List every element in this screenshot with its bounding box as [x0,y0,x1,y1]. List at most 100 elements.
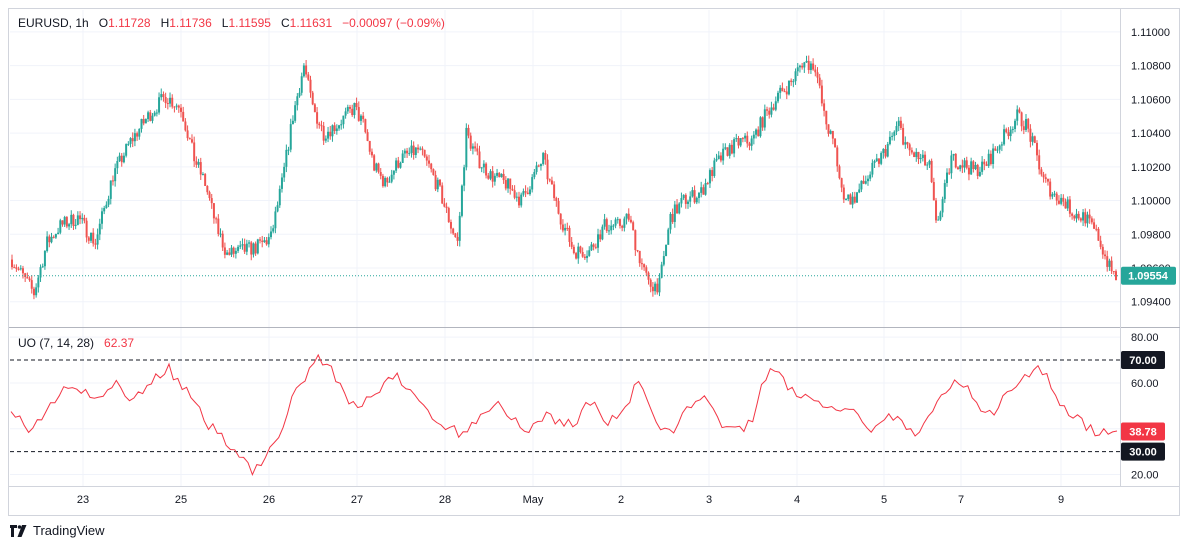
candle-body [65,217,68,227]
candle-body [153,112,156,116]
candle-body [182,111,185,122]
price-tick-label: 1.10200 [1131,162,1171,174]
candle-body [1046,179,1049,182]
candle-body [201,174,204,176]
candle-body [43,250,46,267]
candle-body [184,121,187,131]
candle-body [599,234,602,240]
candle-body [1115,271,1117,280]
chart-frame[interactable] [8,8,1180,516]
candle-body [190,139,193,143]
candle-body [452,228,455,234]
candle-body [757,129,760,137]
last-price-badge [1121,266,1176,285]
price-tick-label: 1.10400 [1131,128,1171,140]
candle-body [902,127,905,145]
candle-body [1073,215,1076,219]
candle-body [715,158,718,161]
candle-body [801,65,804,68]
interval[interactable]: 1h [75,16,89,30]
candle-body [820,85,823,104]
candle-body [719,155,722,161]
low-label: L [221,16,229,30]
candle-body [667,229,670,245]
candle-body [524,191,527,193]
candle-body [237,246,240,251]
candle-body [706,183,709,185]
candle-body [621,225,624,228]
candle-body [893,131,896,136]
candle-body [1005,129,1008,133]
candle-body [654,283,657,292]
candle-body [296,96,299,106]
candle-body [632,222,635,231]
candle-body [860,180,863,190]
indicator-value: 62.37 [104,336,135,350]
candle-body [864,181,867,184]
candle-body [50,236,53,243]
candle-body [967,167,970,175]
candle-body [346,106,349,112]
candle-body [302,65,305,77]
candle-body [471,146,474,149]
candle-body [305,65,308,75]
candle-body [1112,271,1115,273]
candle-body [965,160,968,168]
candle-body [395,160,398,171]
candle-body [656,283,659,293]
candle-body [129,138,132,144]
candle-body [752,134,755,139]
candle-body [739,138,742,146]
candle-body [193,142,196,162]
candle-body [460,185,463,216]
candle-body [1077,213,1080,219]
high-value: 1.11736 [169,16,212,30]
candle-body [287,149,290,151]
candle-body [561,224,564,231]
candle-body [83,217,86,221]
candle-body [943,183,946,200]
price-tick-label: 1.09400 [1131,297,1171,309]
candle-body [1029,128,1032,142]
candle-body [32,288,35,296]
candle-body [899,120,902,128]
candle-body [915,151,918,158]
low-value: 1.11595 [228,16,271,30]
candle-body [526,192,529,195]
candle-body [812,63,815,70]
candle-body [618,219,621,226]
candle-body [414,147,417,155]
candle-body [333,125,336,132]
candle-body [493,175,496,182]
symbol-name[interactable]: EURUSD [18,16,69,30]
candle-body [985,164,988,166]
tradingview-logo-icon [10,524,27,537]
candle-body [853,196,856,203]
candle-body [998,145,1001,150]
candle-body [941,199,944,213]
candle-body [1082,212,1085,221]
candle-body [798,65,801,68]
candle-body [921,154,924,158]
candle-body [531,177,534,190]
candle-body [276,205,279,212]
candle-body [265,240,268,245]
candle-body [605,219,608,231]
candle-body [711,170,714,177]
price-tick-label: 1.10800 [1131,61,1171,73]
candle-body [118,155,121,161]
candle-body [377,163,380,173]
candle-body [147,112,150,120]
candle-body [809,63,812,71]
candle-body [430,163,433,170]
candle-body [17,268,20,270]
indicator-level-badge [1121,442,1165,461]
indicator-legend[interactable]: UO (7, 14, 28) 62.37 [18,336,134,350]
candle-body [160,94,163,98]
x-tick-label: 2 [618,494,624,506]
candle-body [79,215,82,220]
footer-branding[interactable]: TradingView [10,523,105,538]
candle-body [647,272,650,280]
candle-body [568,227,571,242]
